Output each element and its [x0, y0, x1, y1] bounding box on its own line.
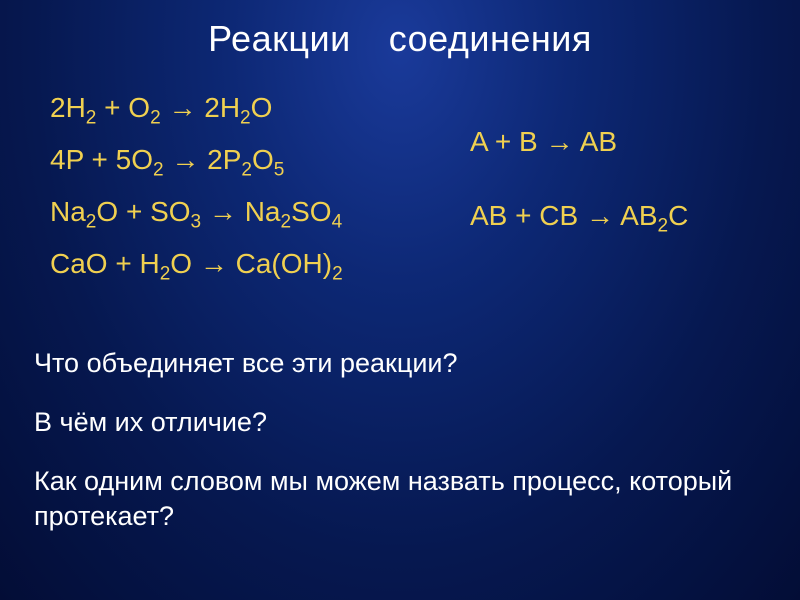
equation-4: CaO + H2O → Ca(OH)2 — [50, 248, 343, 280]
title-word-2: соединения — [389, 18, 592, 59]
general-equation-2: AB + CB → AB2C — [470, 200, 688, 232]
equation-2: 4P + 5O2 → 2P2O5 — [50, 144, 343, 176]
equation-3: Na2O + SO3 → Na2SO4 — [50, 196, 343, 228]
general-equation-1: A + B → AB — [470, 126, 688, 158]
slide-title: Реакции соединения — [0, 0, 800, 60]
question-3: Как одним словом мы можем назвать процес… — [34, 464, 770, 534]
equations-right-column: A + B → AB AB + CB → AB2C — [470, 126, 688, 274]
question-2: В чём их отличие? — [34, 405, 770, 440]
questions-block: Что объединяет все эти реакции? В чём их… — [34, 346, 770, 534]
question-1: Что объединяет все эти реакции? — [34, 346, 770, 381]
equation-1: 2H2 + O2 → 2H2O — [50, 92, 343, 124]
equations-left-column: 2H2 + O2 → 2H2O 4P + 5O2 → 2P2O5 Na2O + … — [50, 92, 343, 300]
title-word-1: Реакции — [208, 18, 351, 59]
